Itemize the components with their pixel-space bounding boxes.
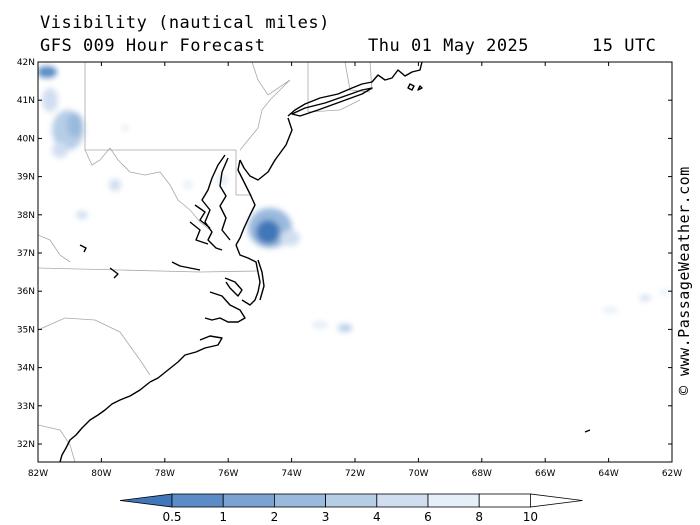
lon-label: 76W bbox=[218, 469, 238, 479]
colorbar-label: 3 bbox=[322, 510, 330, 524]
lon-label: 64W bbox=[598, 469, 618, 479]
colorbar-label: 0.5 bbox=[162, 510, 181, 524]
map-title: Visibility (nautical miles) bbox=[40, 13, 330, 33]
colorbar-label: 10 bbox=[523, 510, 538, 524]
lon-label: 72W bbox=[345, 469, 365, 479]
map-frame bbox=[37, 61, 673, 463]
colorbar-segment bbox=[171, 493, 224, 508]
colorbar-segment bbox=[478, 493, 531, 508]
colorbar-label: 8 bbox=[475, 510, 483, 524]
lon-label: 62W bbox=[662, 469, 682, 479]
lat-label: 39N bbox=[17, 173, 35, 183]
colorbar-segment bbox=[325, 493, 378, 508]
coastline bbox=[59, 62, 591, 462]
lon-label: 68W bbox=[472, 469, 492, 479]
lat-label: 40N bbox=[17, 134, 35, 144]
colorbar-max-arrow bbox=[530, 493, 583, 508]
lat-label: 38N bbox=[17, 211, 35, 221]
colorbar-label: 1 bbox=[219, 510, 227, 524]
lon-label: 82W bbox=[28, 469, 48, 479]
lon-label: 80W bbox=[91, 469, 111, 479]
state-borders bbox=[38, 62, 373, 462]
copyright-credit: © www.PassageWeather.com bbox=[675, 166, 693, 395]
lat-label: 35N bbox=[17, 325, 35, 335]
lat-label: 42N bbox=[17, 58, 35, 68]
forecast-time: 15 UTC bbox=[592, 36, 657, 56]
colorbar-label: 6 bbox=[424, 510, 432, 524]
lon-label: 70W bbox=[408, 469, 428, 479]
visibility-shading bbox=[38, 66, 670, 332]
lon-label: 78W bbox=[155, 469, 175, 479]
lat-label: 32N bbox=[17, 440, 35, 450]
lon-label: 66W bbox=[535, 469, 555, 479]
lat-label: 34N bbox=[17, 364, 35, 374]
forecast-subtitle: GFS 009 Hour Forecast bbox=[40, 36, 266, 56]
longitude-axis: 82W 80W 78W 76W 74W 72W 70W 68W 66W 64W 62W bbox=[28, 62, 682, 479]
latitude-axis: 42N 41N 40N 39N 38N 37N 36N 35N 34N 33N 32N bbox=[17, 58, 672, 450]
visibility-colorbar: 0.5 1 2 3 4 6 8 10 bbox=[119, 493, 583, 524]
lat-label: 36N bbox=[17, 287, 35, 297]
lat-label: 41N bbox=[17, 96, 35, 106]
colorbar-segment bbox=[222, 493, 275, 508]
forecast-date: Thu 01 May 2025 bbox=[368, 36, 530, 56]
colorbar-min-arrow bbox=[119, 493, 173, 508]
colorbar-segment bbox=[376, 493, 429, 508]
lat-label: 37N bbox=[17, 249, 35, 259]
colorbar-label: 4 bbox=[373, 510, 381, 524]
colorbar-segment bbox=[427, 493, 480, 508]
lon-label: 74W bbox=[281, 469, 301, 479]
colorbar-segment bbox=[273, 493, 326, 508]
colorbar-label: 2 bbox=[271, 510, 279, 524]
lat-label: 33N bbox=[17, 402, 35, 412]
